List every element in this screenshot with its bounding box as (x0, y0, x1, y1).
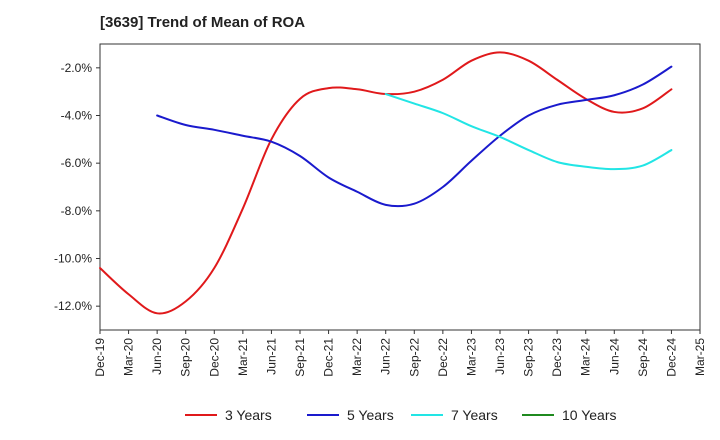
y-tick-label: -8.0% (61, 204, 93, 218)
series-layer (99, 51, 673, 315)
y-tick-label: -12.0% (54, 299, 92, 313)
series-line-7-years (384, 93, 673, 171)
x-tick-label: Mar-24 (579, 338, 593, 376)
x-tick-label: Sep-20 (179, 338, 193, 377)
axis-layer: -2.0% -4.0% -6.0% -8.0% -10.0% -12.0% Dec-19 Ma… (54, 43, 707, 377)
x-tick-label: Mar-25 (693, 338, 707, 376)
y-tick-label: -2.0% (61, 61, 93, 75)
chart-title: [3639] Trend of Mean of ROA (100, 14, 306, 31)
x-tick-label: Jun-20 (150, 338, 164, 375)
x-tick-label: Sep-22 (407, 338, 421, 377)
x-tick-label: Dec-21 (322, 338, 336, 377)
legend-label: 7 Years (451, 407, 498, 423)
legend-label: 10 Years (562, 407, 617, 423)
x-tick-label: Dec-20 (207, 338, 221, 377)
plot-frame (99, 43, 701, 331)
x-tick-label: Jun-23 (493, 338, 507, 375)
legend-label: 5 Years (347, 407, 394, 423)
x-tick-label: Mar-20 (122, 338, 136, 376)
x-tick-label: Dec-22 (436, 338, 450, 377)
x-tick-label: Sep-23 (522, 338, 536, 377)
x-tick-label: Mar-22 (350, 338, 364, 376)
x-tick-label: Sep-24 (636, 338, 650, 377)
x-tick-label: Jun-22 (379, 338, 393, 375)
series-line-5-years (156, 65, 673, 208)
x-tick-label: Jun-21 (264, 338, 278, 375)
y-tick-label: -4.0% (61, 109, 93, 123)
legend-layer: 3 Years 5 Years 7 Years 10 Years (185, 407, 617, 423)
x-tick-label: Dec-23 (550, 338, 564, 377)
y-tick-label: -6.0% (61, 156, 93, 170)
x-tick-label: Dec-24 (664, 338, 678, 377)
x-tick-label: Jun-24 (607, 338, 621, 375)
x-tick-label: Sep-21 (293, 338, 307, 377)
legend-label: 3 Years (225, 407, 272, 423)
x-tick-label: Dec-19 (93, 338, 107, 377)
y-tick-label: -10.0% (54, 252, 92, 266)
x-tick-label: Mar-23 (464, 338, 478, 376)
x-tick-label: Mar-21 (236, 338, 250, 376)
